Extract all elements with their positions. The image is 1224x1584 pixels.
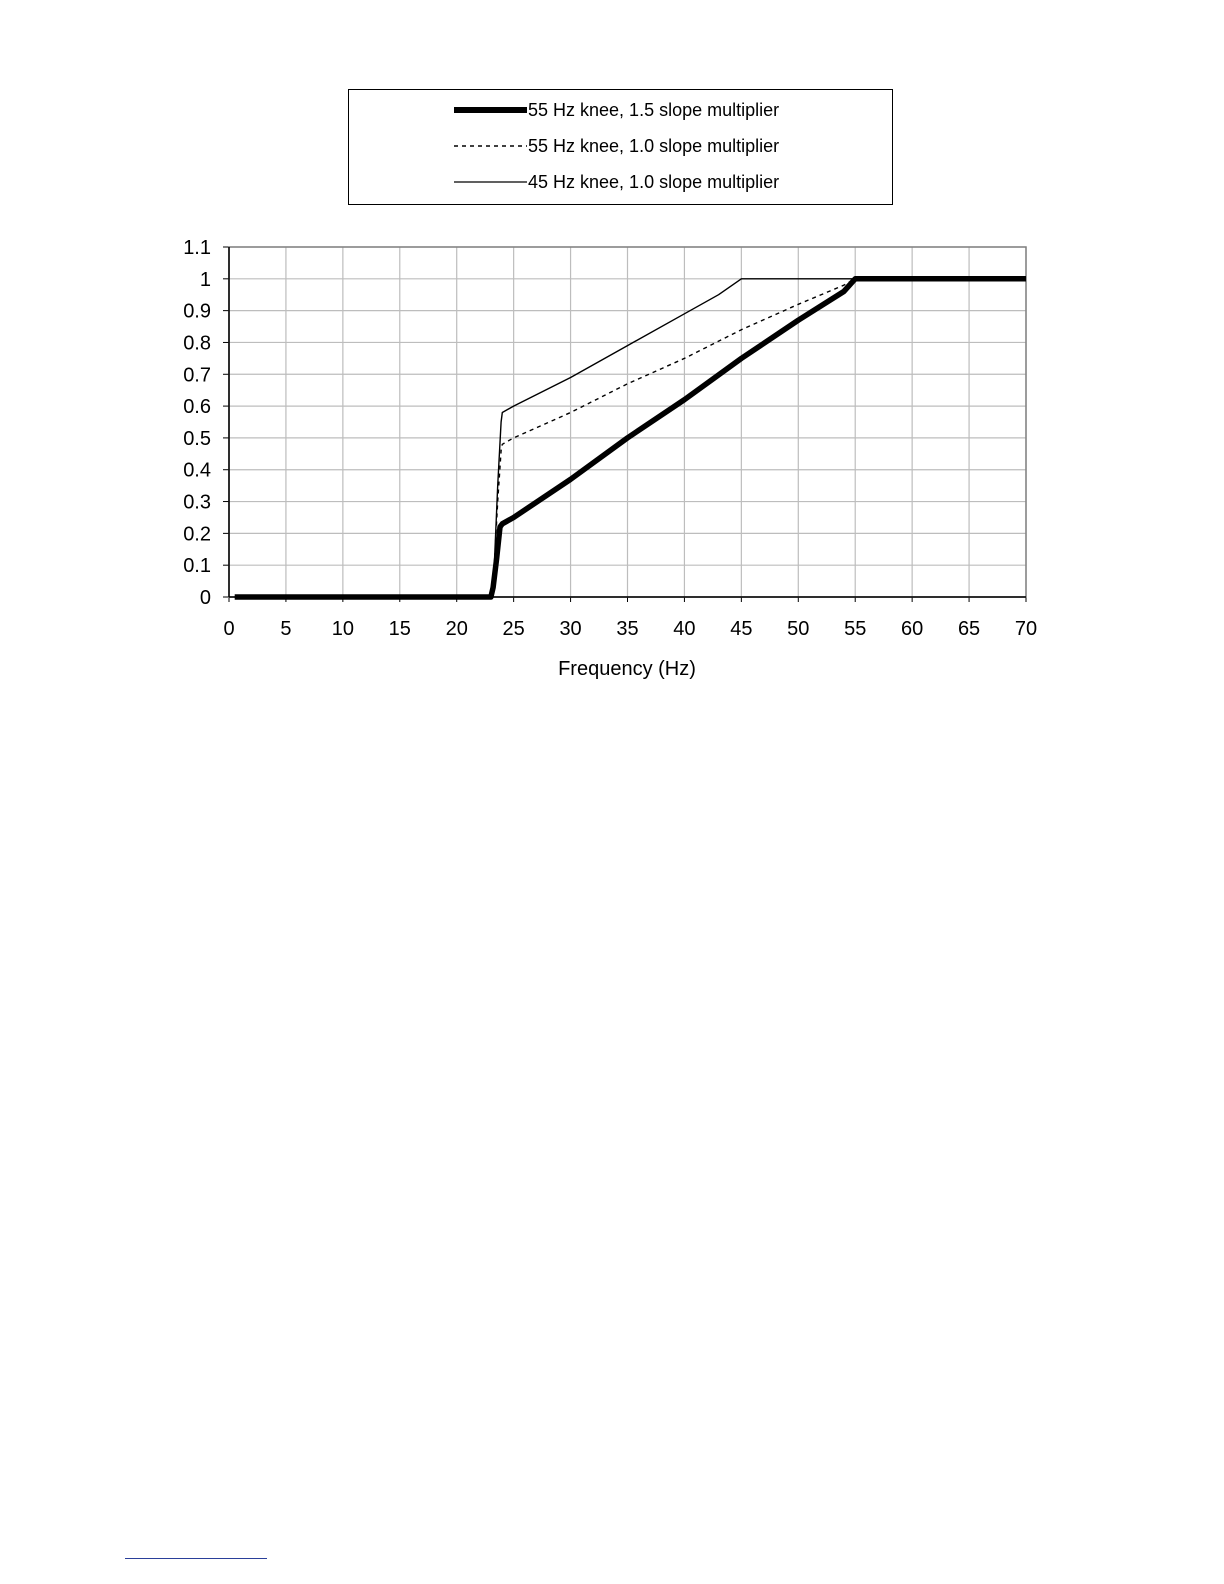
y-tick-label: 1.1 (183, 237, 211, 259)
y-tick-label: 0.2 (183, 523, 211, 545)
x-axis-label: Frequency (Hz) (558, 658, 696, 680)
y-tick-label: 0.3 (183, 492, 211, 514)
y-tick-label: 0.5 (183, 428, 211, 450)
x-tick-label: 5 (280, 618, 291, 640)
y-tick-label: 1 (200, 269, 211, 291)
series-line-2 (234, 278, 1026, 598)
legend-swatch-thin (454, 181, 527, 183)
grid (223, 246, 1027, 602)
legend-item-3: 45 Hz knee, 1.0 slope multiplier (454, 170, 779, 194)
y-tick-label: 0.9 (183, 301, 211, 323)
x-tick-label: 40 (673, 618, 695, 640)
y-tick-label: 0.8 (183, 332, 211, 354)
x-tick-label: 10 (332, 618, 354, 640)
legend-label: 55 Hz knee, 1.0 slope multiplier (528, 135, 780, 156)
y-tick-label: 0.7 (183, 364, 211, 386)
x-tick-label: 20 (446, 618, 468, 640)
x-tick-label: 15 (389, 618, 411, 640)
legend: 55 Hz knee, 1.5 slope multiplier 55 Hz k… (348, 89, 893, 205)
x-tick-label: 30 (559, 618, 581, 640)
legend-label: 55 Hz knee, 1.5 slope multiplier (528, 99, 780, 120)
x-tick-label: 70 (1015, 618, 1037, 640)
legend-label: 45 Hz knee, 1.0 slope multiplier (528, 171, 780, 192)
y-axis-ticks: 0 0.1 0.2 0.3 0.4 0.5 0.6 0.7 0.8 0.9 1 1.1 (183, 237, 211, 609)
x-tick-label: 60 (901, 618, 923, 640)
legend-item-2: 55 Hz knee, 1.0 slope multiplier (454, 134, 779, 158)
x-tick-label: 0 (223, 618, 234, 640)
y-tick-label: 0.1 (183, 555, 211, 577)
series-layer (234, 276, 1026, 600)
x-tick-label: 55 (844, 618, 866, 640)
legend-item-1: 55 Hz knee, 1.5 slope multiplier (454, 98, 779, 122)
x-tick-label: 45 (730, 618, 752, 640)
x-tick-label: 35 (616, 618, 638, 640)
y-tick-label: 0.6 (183, 396, 211, 418)
legend-swatch-dashed (454, 145, 527, 147)
x-tick-label: 50 (787, 618, 809, 640)
series-line-1 (234, 276, 1026, 600)
y-tick-label: 0 (200, 587, 211, 609)
footnote-separator (125, 1558, 267, 1559)
legend-swatch-thick (454, 107, 527, 113)
y-tick-label: 0.4 (183, 460, 211, 482)
x-tick-label: 25 (503, 618, 525, 640)
x-tick-label: 65 (958, 618, 980, 640)
x-axis-ticks: 0 5 10 15 20 25 30 35 40 45 50 55 60 65 70 (223, 618, 1037, 640)
